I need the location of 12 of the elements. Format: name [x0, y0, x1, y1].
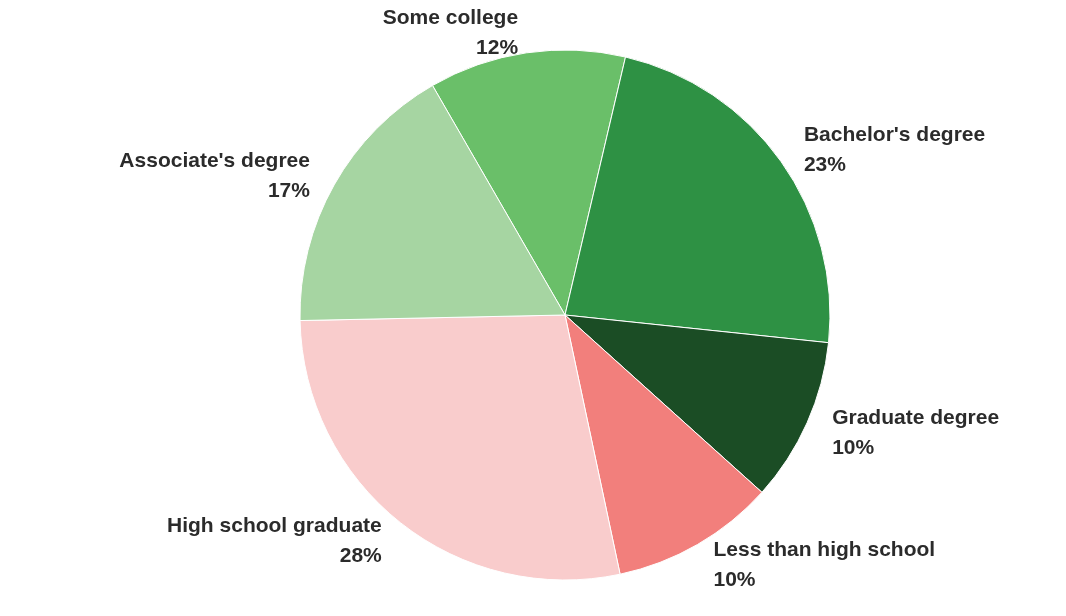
data-label: 17%	[267, 177, 311, 201]
slice-label: Associate's degree	[119, 147, 310, 171]
data-label: 10%	[713, 567, 756, 591]
slice-label: Bachelor's degree	[803, 122, 986, 146]
data-label: 28%	[339, 543, 383, 567]
slice-label: High school graduate	[167, 513, 382, 537]
data-label: 10%	[832, 435, 875, 459]
slice-label: Less than high school	[713, 537, 936, 561]
slice-label: Some college	[382, 4, 519, 28]
data-label: 23%	[803, 152, 847, 176]
slice-label: Graduate degree	[832, 405, 1000, 429]
data-label: 12%	[476, 34, 519, 58]
